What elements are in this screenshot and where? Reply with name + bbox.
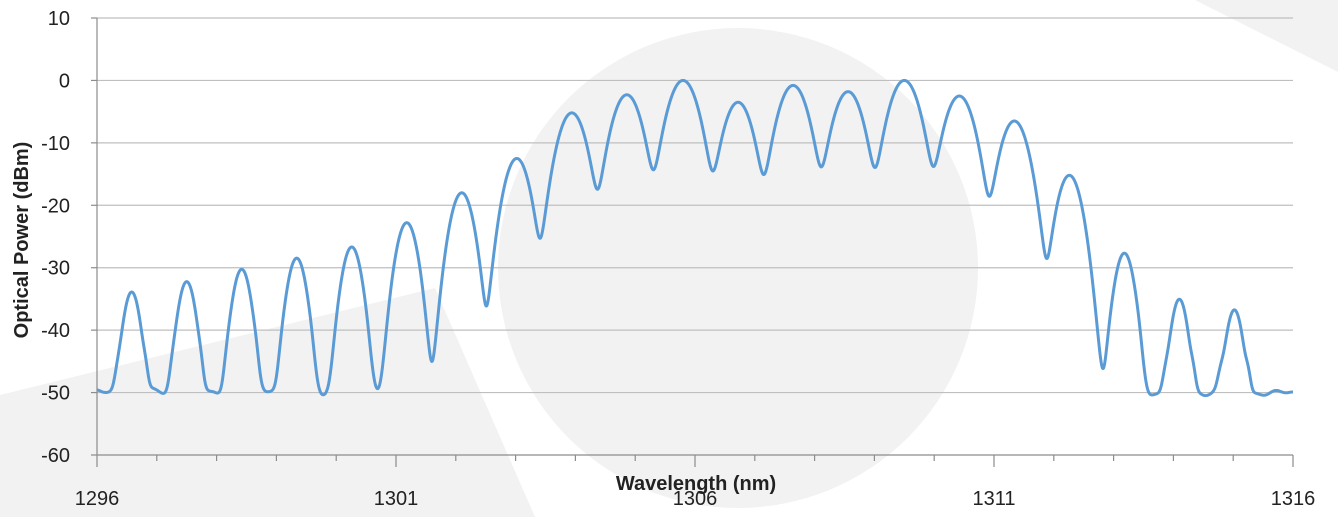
peak-point — [846, 90, 850, 94]
peak-point — [515, 156, 519, 160]
peak-point — [185, 280, 189, 284]
x-axis-label: Wavelength (nm) — [616, 473, 776, 495]
watermark-corner — [1195, 0, 1338, 72]
x-tick-label: 1311 — [972, 488, 1015, 510]
y-tick-label: -20 — [41, 195, 70, 217]
grid — [97, 17, 1293, 394]
peak-point — [1232, 309, 1236, 313]
peak-point — [460, 191, 464, 195]
peak-point — [295, 256, 299, 260]
axes — [91, 17, 1294, 467]
peak-point — [1067, 173, 1071, 177]
peak-point — [1177, 298, 1181, 302]
peak-point — [791, 83, 795, 87]
y-tick-label: 0 — [59, 70, 70, 92]
y-tick-label: -10 — [41, 133, 70, 155]
y-tick-label: -60 — [41, 445, 70, 467]
watermark-shape — [0, 288, 535, 517]
series-layer — [95, 78, 1295, 398]
peak-point — [240, 268, 244, 272]
peak-point — [736, 100, 740, 104]
x-tick-label: 1301 — [374, 488, 419, 510]
peak-point — [570, 111, 574, 115]
x-tick-label: 1316 — [1271, 488, 1316, 510]
x-tick-label: 1306 — [673, 488, 718, 510]
peak-point — [625, 93, 629, 97]
peak-point — [130, 291, 134, 295]
peak-point — [350, 245, 354, 249]
x-tick-labels: 1296 1301 1306 1311 1316 — [75, 488, 1316, 510]
y-tick-label: -40 — [41, 320, 70, 342]
peak-point — [681, 78, 685, 82]
y-tick-label: -50 — [41, 383, 70, 405]
peak-point — [1122, 251, 1126, 255]
peak-point — [1012, 119, 1016, 123]
y-tick-label: 10 — [48, 8, 70, 30]
peak-point — [902, 78, 906, 82]
spectrum-line — [95, 78, 1295, 398]
peak-point — [957, 94, 961, 98]
peak-point — [405, 221, 409, 225]
y-axis-label: Optical Power (dBm) — [11, 142, 33, 339]
x-tick-label: 1296 — [75, 488, 120, 510]
y-tick-labels: 10 0 -10 -20 -30 -40 -50 -60 — [41, 8, 70, 467]
y-tick-label: -30 — [41, 258, 70, 280]
